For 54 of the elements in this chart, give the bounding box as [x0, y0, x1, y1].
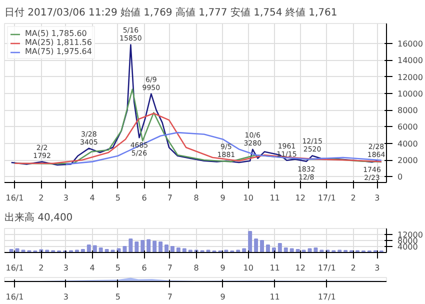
y-tick-label: 8000: [398, 106, 418, 116]
x-tick-label: 11: [270, 292, 280, 302]
y-tick-label: 4000: [398, 139, 418, 148]
x-tick-label: 12: [295, 194, 306, 202]
x-tick-label: 4: [90, 194, 95, 202]
x-tick-label: 3: [63, 264, 68, 272]
x-tick-label: 2: [350, 194, 356, 202]
x-tick-label: 9: [220, 264, 226, 272]
x-tick-label: 5: [115, 292, 120, 302]
y-tick-label: 2000: [398, 156, 418, 166]
y-tick-label: 10000: [398, 89, 423, 98]
x-tick-label: 16/1: [6, 194, 24, 202]
x-tick-label: 9: [220, 292, 226, 302]
y-tick-label: 8000: [398, 236, 418, 246]
x-tick-label: 6: [142, 264, 147, 272]
x-tick-label: 8: [194, 194, 199, 202]
x-tick-label: 10: [243, 264, 254, 272]
y-tick-label: 4000: [398, 242, 418, 252]
x-tick-label: 9: [220, 194, 226, 202]
x-tick-label: 4: [90, 264, 95, 272]
x-tick-label: 16/1: [6, 264, 24, 272]
y-tick-label: 16000: [398, 39, 423, 48]
x-tick-label: 3: [374, 264, 380, 272]
x-tick-label: 17/1: [318, 194, 336, 202]
y-tick-label: 0: [398, 172, 403, 182]
x-tick-label: 8: [194, 264, 199, 272]
x-tick-label: 5: [115, 194, 120, 202]
y-tick-label: 14000: [398, 56, 423, 66]
legend-label: MA(75) 1,975.64: [25, 47, 92, 56]
y-tick-label: 12000: [398, 230, 423, 240]
x-tick-label: 5: [115, 264, 120, 272]
x-tick-label: 17/1: [318, 264, 336, 272]
legend-label: MA(25) 1,811.56: [25, 38, 92, 47]
x-tick-label: 7: [167, 194, 172, 202]
x-tick-label: 7: [167, 264, 172, 272]
x-tick-label: 17/1: [318, 292, 336, 302]
y-tick-label: 6000: [398, 122, 418, 132]
x-tick-label: 3: [374, 194, 380, 202]
x-tick-label: 11: [270, 264, 280, 272]
x-tick-label: 16/1: [6, 292, 24, 302]
x-tick-label: 3: [63, 194, 68, 202]
x-tick-label: 10: [243, 194, 254, 202]
x-tick-label: 7: [167, 292, 172, 302]
chart-title: 日付 2017/03/06 11:29 始値 1,769 高値 1,777 安値 1,754 終値 1,761: [4, 6, 338, 18]
x-tick-label: 3: [63, 292, 68, 302]
x-tick-label: 6: [142, 194, 147, 202]
legend-label: MA(5) 1,785.60: [25, 29, 87, 38]
x-tick-label: 11: [270, 194, 280, 202]
x-tick-label: 12: [295, 264, 306, 272]
x-tick-label: 2: [38, 264, 44, 272]
y-tick-label: 12000: [398, 72, 423, 82]
x-tick-label: 2: [38, 194, 44, 202]
x-tick-label: 2: [350, 264, 356, 272]
chart-title: 出来高 40,400: [4, 212, 73, 224]
